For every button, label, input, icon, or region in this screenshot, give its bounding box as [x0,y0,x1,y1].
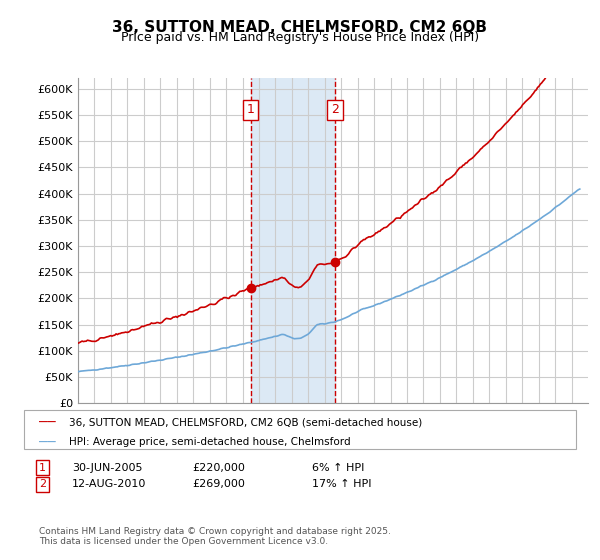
Text: 1: 1 [39,463,46,473]
Text: Contains HM Land Registry data © Crown copyright and database right 2025.
This d: Contains HM Land Registry data © Crown c… [39,526,391,546]
Text: 2: 2 [39,479,46,489]
Text: 36, SUTTON MEAD, CHELMSFORD, CM2 6QB: 36, SUTTON MEAD, CHELMSFORD, CM2 6QB [113,20,487,35]
Text: 2: 2 [331,104,339,116]
Text: HPI: Average price, semi-detached house, Chelmsford: HPI: Average price, semi-detached house,… [69,437,350,447]
Text: ——: —— [39,436,56,449]
Text: 36, SUTTON MEAD, CHELMSFORD, CM2 6QB (semi-detached house): 36, SUTTON MEAD, CHELMSFORD, CM2 6QB (se… [69,418,422,428]
Text: £269,000: £269,000 [192,479,245,489]
Text: ——: —— [39,416,56,430]
Text: Price paid vs. HM Land Registry's House Price Index (HPI): Price paid vs. HM Land Registry's House … [121,31,479,44]
Text: 6% ↑ HPI: 6% ↑ HPI [312,463,364,473]
Text: 1: 1 [247,104,254,116]
Text: 30-JUN-2005: 30-JUN-2005 [72,463,143,473]
Text: £220,000: £220,000 [192,463,245,473]
Text: 17% ↑ HPI: 17% ↑ HPI [312,479,371,489]
Text: 12-AUG-2010: 12-AUG-2010 [72,479,146,489]
Bar [251,78,335,403]
